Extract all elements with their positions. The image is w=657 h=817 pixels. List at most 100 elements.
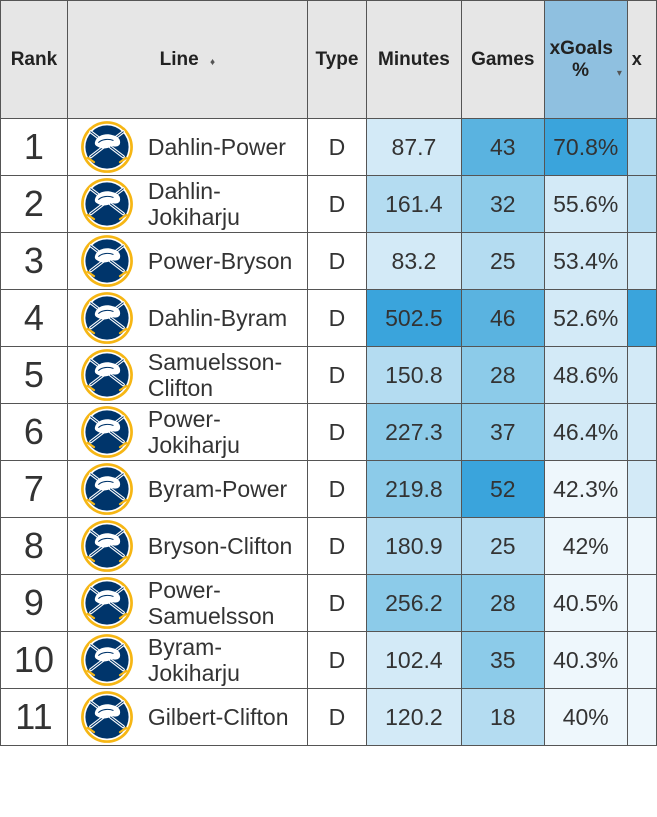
buffalo-sabres-logo-icon <box>80 633 134 687</box>
minutes-cell: 120.2 <box>366 688 462 746</box>
type-cell: D <box>306 403 368 461</box>
column-header-games-label: Games <box>471 48 535 70</box>
line-cell: Dahlin-Power <box>66 118 308 176</box>
games-cell: 28 <box>460 574 545 632</box>
table-row[interactable]: 1 Dahlin-Power D 87.7 43 70.8% <box>0 118 657 176</box>
games-cell: 37 <box>460 403 545 461</box>
line-cell: Samuelsson- Clifton <box>66 346 308 404</box>
minutes-cell: 227.3 <box>366 403 462 461</box>
type-cell: D <box>306 175 368 233</box>
line-cell: Power-Bryson <box>66 232 308 290</box>
games-cell: 25 <box>460 517 545 575</box>
xgoals-cell: 40.3% <box>543 631 628 689</box>
line-cell: Byram-Jokiharju <box>66 631 308 689</box>
buffalo-sabres-logo-icon <box>80 405 134 459</box>
type-cell: D <box>306 346 368 404</box>
rank-cell: 4 <box>0 289 68 347</box>
xgoals-cell: 46.4% <box>543 403 628 461</box>
games-cell: 46 <box>460 289 545 347</box>
buffalo-sabres-logo-icon <box>80 177 134 231</box>
column-header-xgoals-label: xGoals % <box>549 37 613 81</box>
column-header-type-label: Type <box>315 48 359 70</box>
buffalo-sabres-logo-icon <box>80 690 134 744</box>
column-header-minutes[interactable]: Minutes <box>366 0 462 119</box>
lines-table: Rank Line ♦ Type Minutes Games xGoals % … <box>0 0 657 746</box>
rank-cell: 1 <box>0 118 68 176</box>
clipped-cell <box>626 175 657 233</box>
minutes-cell: 87.7 <box>366 118 462 176</box>
line-cell: Dahlin-Byram <box>66 289 308 347</box>
clipped-cell <box>626 517 657 575</box>
line-cell: Byram-Power <box>66 460 308 518</box>
minutes-cell: 150.8 <box>366 346 462 404</box>
line-cell: Dahlin- Jokiharju <box>66 175 308 233</box>
games-cell: 35 <box>460 631 545 689</box>
rank-cell: 6 <box>0 403 68 461</box>
games-cell: 18 <box>460 688 545 746</box>
type-cell: D <box>306 289 368 347</box>
table-row[interactable]: 3 Power-Bryson D 83.2 25 53.4% <box>0 232 657 290</box>
column-header-rank[interactable]: Rank <box>0 0 68 119</box>
table-header-row: Rank Line ♦ Type Minutes Games xGoals % … <box>0 0 657 119</box>
rank-cell: 5 <box>0 346 68 404</box>
line-name: Dahlin-Byram <box>147 304 288 331</box>
minutes-cell: 161.4 <box>366 175 462 233</box>
games-cell: 28 <box>460 346 545 404</box>
xgoals-cell: 40% <box>543 688 628 746</box>
table-row[interactable]: 6 Power-Jokiharju D 227.3 37 46.4% <box>0 403 657 461</box>
buffalo-sabres-logo-icon <box>80 576 134 630</box>
clipped-cell <box>626 631 657 689</box>
clipped-cell <box>626 403 657 461</box>
clipped-cell <box>626 346 657 404</box>
line-name: Bryson-Clifton <box>147 532 293 559</box>
rank-cell: 8 <box>0 517 68 575</box>
table-row[interactable]: 2 Dahlin- Jokiharju D 161.4 32 55.6% <box>0 175 657 233</box>
line-name: Byram-Jokiharju <box>147 633 240 686</box>
column-header-rank-label: Rank <box>10 48 58 70</box>
minutes-cell: 219.8 <box>366 460 462 518</box>
buffalo-sabres-logo-icon <box>80 348 134 402</box>
minutes-cell: 102.4 <box>366 631 462 689</box>
games-cell: 32 <box>460 175 545 233</box>
xgoals-cell: 42.3% <box>543 460 628 518</box>
xgoals-cell: 52.6% <box>543 289 628 347</box>
column-header-line[interactable]: Line ♦ <box>66 0 308 119</box>
rank-cell: 3 <box>0 232 68 290</box>
table-body: 1 Dahlin-Power D 87.7 43 70.8% 2 Dahlin- Jokihar… <box>0 118 657 746</box>
buffalo-sabres-logo-icon <box>80 291 134 345</box>
xgoals-cell: 53.4% <box>543 232 628 290</box>
rank-cell: 10 <box>0 631 68 689</box>
table-row[interactable]: 9 Power- Samuelsson D 256.2 28 40.5% <box>0 574 657 632</box>
xgoals-cell: 48.6% <box>543 346 628 404</box>
rank-cell: 9 <box>0 574 68 632</box>
clipped-cell <box>626 232 657 290</box>
xgoals-cell: 40.5% <box>543 574 628 632</box>
clipped-cell <box>626 688 657 746</box>
line-name: Power-Bryson <box>147 247 293 274</box>
column-header-type[interactable]: Type <box>306 0 368 119</box>
column-header-games[interactable]: Games <box>460 0 545 119</box>
line-cell: Power-Jokiharju <box>66 403 308 461</box>
line-name: Samuelsson- Clifton <box>147 348 283 401</box>
column-header-xgoals[interactable]: xGoals % ▾ <box>543 0 628 119</box>
table-row[interactable]: 8 Bryson-Clifton D 180.9 25 42% <box>0 517 657 575</box>
line-name: Dahlin-Power <box>147 133 286 160</box>
rank-cell: 11 <box>0 688 68 746</box>
table-row[interactable]: 10 Byram-Jokiharju D 102.4 35 40.3% <box>0 631 657 689</box>
table-row[interactable]: 11 Gilbert-Clifton D 120.2 18 40% <box>0 688 657 746</box>
line-cell: Gilbert-Clifton <box>66 688 308 746</box>
type-cell: D <box>306 118 368 176</box>
clipped-cell <box>626 118 657 176</box>
line-cell: Bryson-Clifton <box>66 517 308 575</box>
minutes-cell: 83.2 <box>366 232 462 290</box>
buffalo-sabres-logo-icon <box>80 462 134 516</box>
column-header-clipped[interactable]: x <box>626 0 657 119</box>
lines-table-container: Rank Line ♦ Type Minutes Games xGoals % … <box>0 0 657 746</box>
table-row[interactable]: 5 Samuelsson- Clifton D 150.8 28 48.6% <box>0 346 657 404</box>
line-name: Power- Samuelsson <box>147 576 275 629</box>
table-row[interactable]: 4 Dahlin-Byram D 502.5 46 52.6% <box>0 289 657 347</box>
games-cell: 25 <box>460 232 545 290</box>
xgoals-cell: 55.6% <box>543 175 628 233</box>
table-row[interactable]: 7 Byram-Power D 219.8 52 42.3% <box>0 460 657 518</box>
type-cell: D <box>306 460 368 518</box>
